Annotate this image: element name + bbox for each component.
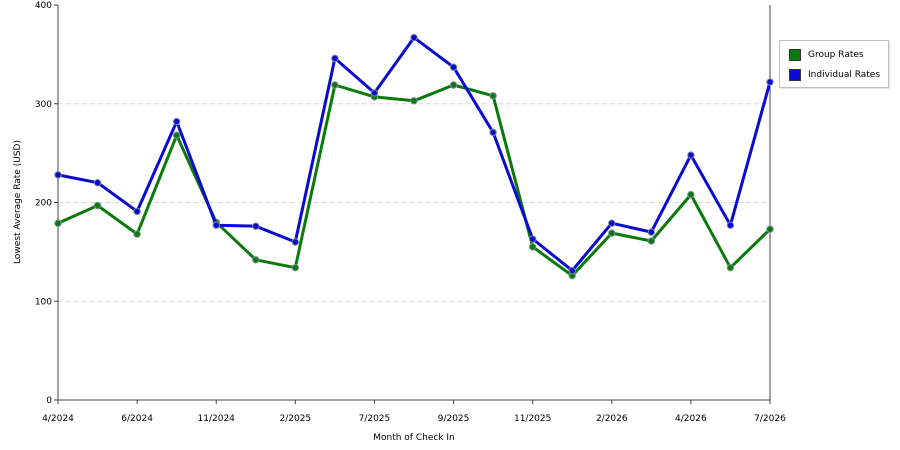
data-point-group-rates: [449, 81, 458, 89]
x-tick-label: 7/2025: [359, 414, 391, 424]
x-tick-label: 11/2024: [198, 414, 236, 424]
data-point-individual-rates: [410, 33, 418, 42]
data-point-individual-rates: [54, 171, 62, 179]
data-point-group-rates: [133, 230, 141, 238]
data-point-group-rates: [93, 201, 102, 210]
grid-lines: [58, 103, 770, 302]
series: [54, 33, 774, 280]
y-ticks: 0 100 200 300 400: [35, 1, 58, 406]
y-tick-label: 0: [46, 396, 52, 406]
x-tick-label: 2/2026: [596, 414, 628, 424]
data-point-individual-rates: [568, 266, 576, 275]
x-tick-label: 4/2024: [42, 414, 74, 424]
data-point-group-rates: [410, 97, 418, 105]
legend: Group Rates Individual Rates: [779, 40, 889, 88]
x-tick-label: 7/2026: [754, 414, 786, 424]
legend-item-individual: Individual Rates: [789, 68, 880, 82]
data-point-individual-rates: [608, 219, 616, 227]
y-axis-title: Lowest Average Rate (USD): [13, 140, 23, 264]
legend-label-individual: Individual Rates: [808, 70, 881, 80]
legend-swatch-group: [789, 49, 801, 61]
data-point-individual-rates: [291, 238, 300, 246]
x-ticks: 4/2024 6/2024 11/2024 2/2025 7/2025 9/2025 11/…: [42, 400, 786, 424]
y-tick-label: 300: [35, 100, 52, 110]
y-tick-label: 200: [35, 199, 52, 209]
data-point-individual-rates: [212, 221, 220, 229]
data-point-individual-rates: [133, 207, 141, 216]
data-point-group-rates: [608, 229, 616, 237]
legend-label-group: Group Rates: [808, 50, 864, 60]
legend-item-group: Group Rates: [789, 48, 864, 62]
data-point-group-rates: [726, 263, 735, 272]
data-point-individual-rates: [252, 222, 260, 230]
y-tick-label: 400: [35, 1, 52, 11]
data-point-group-rates: [252, 256, 260, 264]
data-point-group-rates: [291, 263, 300, 272]
data-point-group-rates: [331, 81, 339, 89]
x-tick-label: 2/2025: [279, 414, 311, 424]
data-point-group-rates: [687, 190, 695, 199]
data-point-individual-rates: [331, 54, 339, 63]
data-point-group-rates: [766, 225, 774, 233]
series-line-group-rates: [57, 83, 772, 278]
y-tick-label: 100: [35, 297, 52, 307]
data-point-group-rates: [647, 237, 656, 245]
series-line-individual-rates: [57, 36, 772, 273]
data-point-group-rates: [528, 243, 537, 251]
data-point-individual-rates: [172, 117, 181, 126]
data-point-individual-rates: [726, 221, 735, 229]
data-point-group-rates: [172, 131, 181, 140]
data-point-individual-rates: [528, 235, 537, 243]
x-tick-label: 11/2025: [514, 414, 551, 424]
data-point-individual-rates: [93, 179, 102, 187]
data-point-individual-rates: [766, 78, 774, 86]
x-tick-label: 4/2026: [675, 414, 707, 424]
data-point-individual-rates: [647, 228, 656, 236]
data-point-individual-rates: [370, 89, 379, 97]
data-point-individual-rates: [489, 128, 497, 137]
legend-swatch-individual: [789, 69, 801, 81]
data-point-individual-rates: [449, 63, 458, 71]
x-axis-title: Month of Check In: [373, 433, 455, 443]
data-point-group-rates: [54, 219, 62, 227]
x-tick-label: 6/2024: [121, 414, 153, 424]
x-tick-label: 9/2025: [438, 414, 470, 424]
data-point-individual-rates: [687, 151, 695, 159]
data-point-group-rates: [489, 92, 497, 100]
